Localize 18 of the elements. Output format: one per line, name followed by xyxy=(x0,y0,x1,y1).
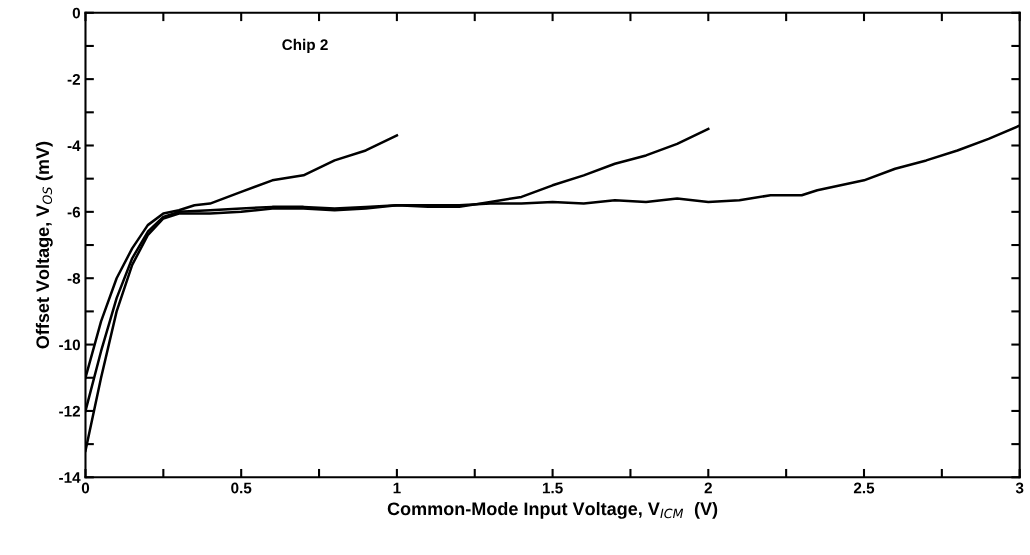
x-tick-label: 0 xyxy=(81,482,90,494)
y-axis-title: Offset Voltage, V$_{OS}$ (mV) xyxy=(35,141,53,349)
y-tick-label: -6 xyxy=(67,206,81,218)
x-tick-label: 2 xyxy=(704,482,712,494)
x-tick-label: 1.5 xyxy=(542,482,563,494)
y-tick-label: -10 xyxy=(59,339,80,351)
annotation: Chip 2 xyxy=(282,38,328,54)
x-tick-label: 0.5 xyxy=(231,482,252,494)
x-tick-label: 2.5 xyxy=(853,482,875,494)
y-tick-label: 0 xyxy=(72,7,80,19)
x-tick-label: 1 xyxy=(393,482,401,494)
y-tick-label: -12 xyxy=(59,405,81,417)
y-tick-label: -2 xyxy=(67,73,81,85)
x-tick-label: 3 xyxy=(1015,482,1024,494)
y-tick-label: -14 xyxy=(59,472,81,483)
x-axis-title: Common-Mode Input Voltage, V$_{ICM}$ (V) xyxy=(387,501,718,519)
y-tick-label: -8 xyxy=(67,273,81,284)
y-tick-label: -4 xyxy=(67,140,81,152)
